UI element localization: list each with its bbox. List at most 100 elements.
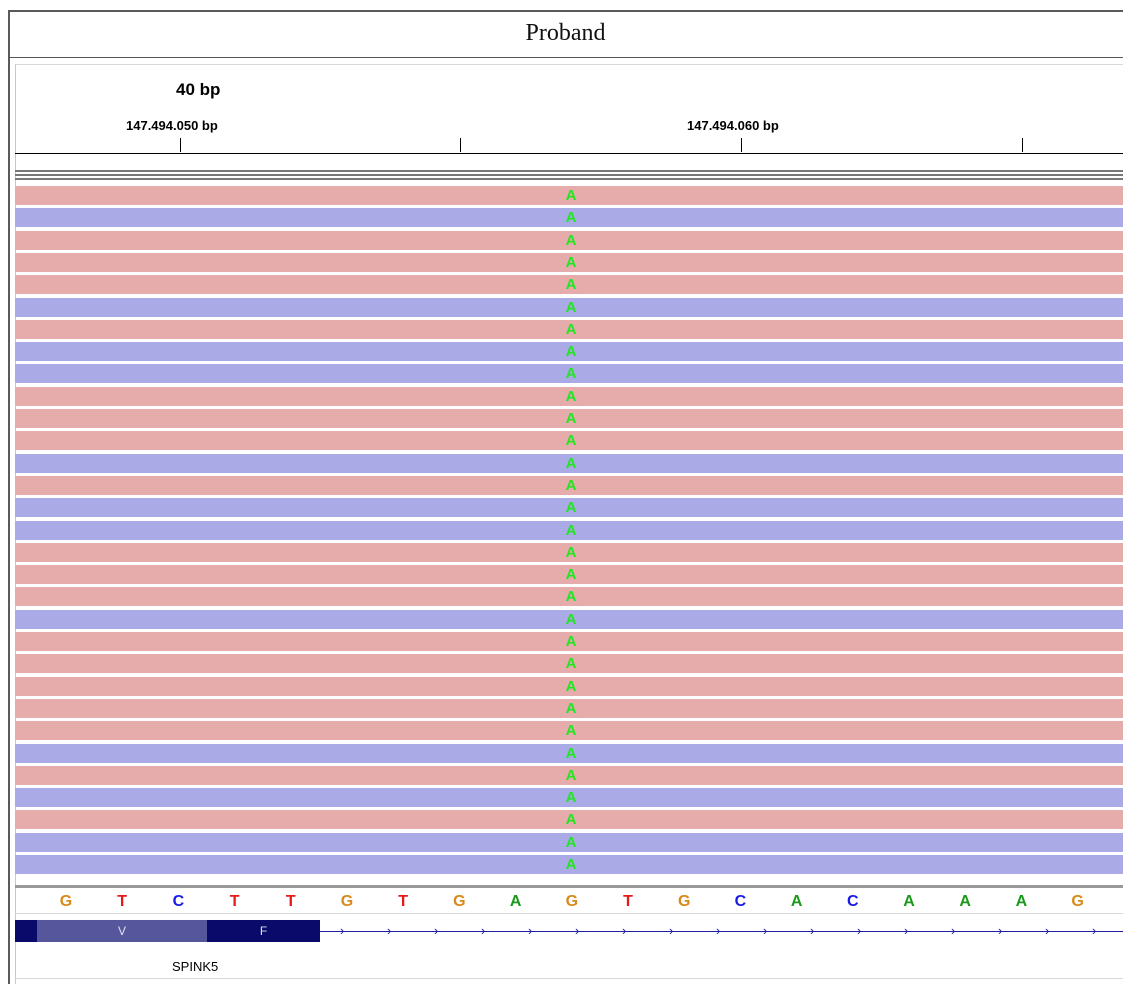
read-row[interactable]: A xyxy=(15,409,1123,428)
read-row[interactable]: A xyxy=(15,252,1123,272)
variant-base: A xyxy=(565,699,577,717)
strand-arrow-icon: › xyxy=(340,923,345,938)
strand-arrow-icon: › xyxy=(387,923,392,938)
reference-base: G xyxy=(677,893,691,910)
read-row[interactable]: A xyxy=(15,721,1123,741)
reference-base: C xyxy=(734,893,747,910)
variant-base: A xyxy=(565,499,577,517)
variant-base: A xyxy=(565,789,577,807)
bottom-divider xyxy=(15,978,1123,979)
read-row[interactable]: A xyxy=(15,186,1123,205)
reference-base: G xyxy=(340,893,354,910)
ruler-tick xyxy=(460,138,461,152)
read-row[interactable]: A xyxy=(15,743,1123,763)
variant-base: A xyxy=(565,276,577,294)
variant-base: A xyxy=(565,454,577,472)
gene-track[interactable]: V F › › › › › › › › › › › › › › › › › xyxy=(15,918,1123,946)
position-label-1: 147.494.050 bp xyxy=(126,118,218,133)
variant-base: A xyxy=(565,209,577,227)
ruler-tick xyxy=(741,138,742,152)
ruler-track[interactable] xyxy=(15,64,1123,156)
read-row[interactable]: A xyxy=(15,475,1123,495)
reference-base: A xyxy=(1015,893,1028,910)
variant-base: A xyxy=(565,744,577,762)
sequence-track-bottom xyxy=(15,913,1123,914)
read-row[interactable]: A xyxy=(15,632,1123,651)
variant-base: A xyxy=(565,343,577,361)
variant-base: A xyxy=(565,476,577,494)
read-row[interactable]: A xyxy=(15,698,1123,718)
strand-arrow-icon: › xyxy=(575,923,580,938)
read-row[interactable]: A xyxy=(15,609,1123,629)
reference-base: C xyxy=(172,893,185,910)
variant-base: A xyxy=(565,432,577,450)
read-row[interactable]: A xyxy=(15,676,1123,696)
read-row[interactable]: A xyxy=(15,230,1123,250)
ruler-tick xyxy=(1022,138,1023,152)
coverage-bar xyxy=(15,174,1123,176)
variant-base: A xyxy=(565,365,577,383)
variant-base: A xyxy=(565,722,577,740)
reference-base: A xyxy=(959,893,971,910)
read-row[interactable]: A xyxy=(15,810,1123,830)
read-row[interactable]: A xyxy=(15,431,1123,451)
strand-arrow-icon: › xyxy=(1092,923,1097,938)
read-row[interactable]: A xyxy=(15,587,1123,607)
reference-base: T xyxy=(398,893,409,910)
reference-base: A xyxy=(509,893,522,910)
reference-base: T xyxy=(623,893,633,910)
coverage-bar xyxy=(15,170,1123,172)
variant-base: A xyxy=(565,856,577,873)
strand-arrow-icon: › xyxy=(1045,923,1050,938)
read-row[interactable]: A xyxy=(15,342,1123,362)
reference-base: G xyxy=(453,893,466,910)
variant-base: A xyxy=(565,298,577,316)
strand-arrow-icon: › xyxy=(528,923,533,938)
read-row[interactable]: A xyxy=(15,275,1123,295)
read-row[interactable]: A xyxy=(15,297,1123,317)
strand-arrow-icon: › xyxy=(716,923,721,938)
variant-base: A xyxy=(565,588,577,606)
strand-arrow-icon: › xyxy=(434,923,439,938)
ruler-tick xyxy=(180,138,181,152)
ruler-baseline xyxy=(15,153,1123,154)
exon-f: F xyxy=(207,920,320,942)
read-row[interactable]: A xyxy=(15,565,1123,585)
variant-base: A xyxy=(565,655,577,673)
variant-base: A xyxy=(565,387,577,405)
read-row[interactable]: A xyxy=(15,520,1123,540)
variant-base: A xyxy=(565,610,577,628)
read-row[interactable]: A xyxy=(15,765,1123,785)
read-row[interactable]: A xyxy=(15,364,1123,384)
variant-base: A xyxy=(565,566,577,584)
strand-arrow-icon: › xyxy=(763,923,768,938)
variant-base: A xyxy=(565,811,577,829)
exon-block xyxy=(15,920,37,942)
reference-base: T xyxy=(117,893,128,910)
coverage-track[interactable] xyxy=(15,170,1123,180)
variant-base: A xyxy=(565,320,577,338)
read-row[interactable]: A xyxy=(15,788,1123,808)
strand-arrow-icon: › xyxy=(904,923,909,938)
strand-arrow-icon: › xyxy=(998,923,1003,938)
read-row[interactable]: A xyxy=(15,654,1123,674)
read-row[interactable]: A xyxy=(15,319,1123,339)
exon-v: V xyxy=(37,920,207,942)
read-row[interactable]: A xyxy=(15,498,1123,518)
strand-arrow-icon: › xyxy=(857,923,862,938)
read-row[interactable]: A xyxy=(15,386,1123,406)
read-row[interactable]: A xyxy=(15,542,1123,562)
variant-base: A xyxy=(565,766,577,784)
sequence-divider xyxy=(15,885,1123,888)
strand-arrow-icon: › xyxy=(951,923,956,938)
span-label: 40 bp xyxy=(176,80,221,99)
variant-base: A xyxy=(565,633,577,650)
read-row[interactable]: A xyxy=(15,832,1123,852)
read-row[interactable]: A xyxy=(15,208,1123,228)
strand-arrow-icon: › xyxy=(810,923,815,938)
read-row[interactable]: A xyxy=(15,453,1123,473)
read-row[interactable]: A xyxy=(15,855,1123,874)
strand-arrow-icon: › xyxy=(669,923,674,938)
variant-base: A xyxy=(565,253,577,271)
